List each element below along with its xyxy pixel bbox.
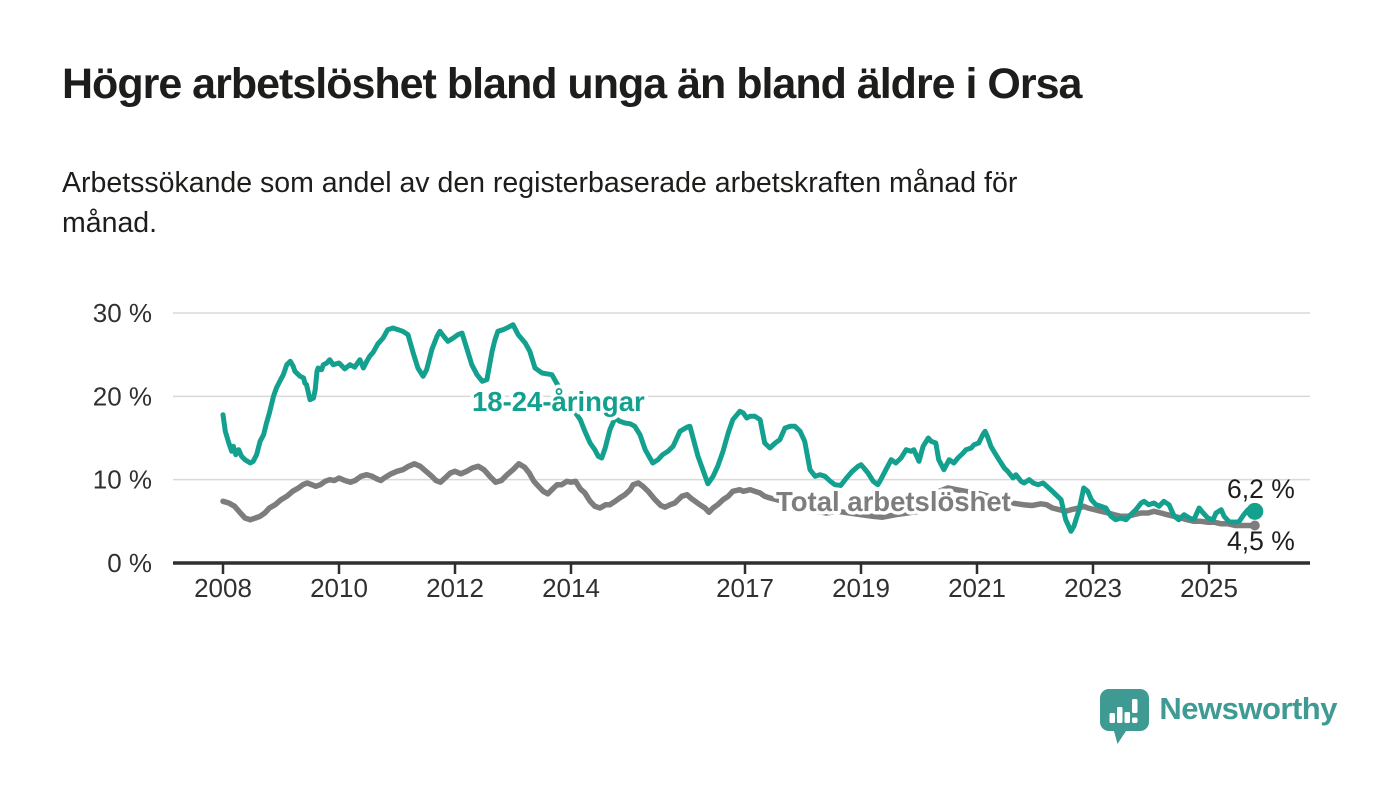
page-title: Högre arbetslöshet bland unga än bland ä… bbox=[62, 60, 1082, 108]
end-value-label-youth: 6,2 % bbox=[1227, 474, 1295, 504]
x-axis-tick-label: 2021 bbox=[948, 573, 1006, 603]
x-axis-tick-label: 2023 bbox=[1064, 573, 1122, 603]
y-axis-tick-label: 20 % bbox=[93, 381, 152, 411]
chart-subtitle-line-2: månad. bbox=[62, 207, 158, 239]
x-axis-tick-label: 2017 bbox=[716, 573, 774, 603]
x-axis-tick-label: 2025 bbox=[1180, 573, 1238, 603]
series-label-total: Total arbetslöshet bbox=[776, 486, 1011, 517]
y-axis-tick-label: 0 % bbox=[107, 548, 152, 578]
x-axis-tick-label: 2008 bbox=[194, 573, 252, 603]
newsworthy-logo-text: Newsworthy bbox=[1159, 691, 1337, 726]
newsworthy-logo: Newsworthy bbox=[1100, 688, 1337, 746]
series-line-total bbox=[220, 461, 1258, 529]
x-axis-tick-label: 2019 bbox=[832, 573, 890, 603]
x-axis-tick-label: 2010 bbox=[310, 573, 368, 603]
x-axis-tick-label: 2014 bbox=[542, 573, 600, 603]
series-end-dot-total bbox=[1249, 520, 1260, 531]
series-end-dot-youth bbox=[1246, 502, 1264, 520]
end-value-label-total: 4,5 % bbox=[1227, 526, 1295, 556]
series-label-youth: 18-24-åringar bbox=[472, 386, 645, 417]
x-axis-tick-label: 2012 bbox=[426, 573, 484, 603]
chart-subtitle: Arbetssökande som andel av den registerb… bbox=[62, 163, 1017, 243]
logo-bar-chart-glyph bbox=[1109, 699, 1138, 723]
series-line-youth bbox=[220, 322, 1258, 534]
y-axis-tick-label: 10 % bbox=[93, 465, 152, 495]
chart-subtitle-line-1: Arbetssökande som andel av den registerb… bbox=[62, 167, 1018, 199]
newsworthy-logo-icon bbox=[1100, 689, 1150, 744]
y-axis-tick-label: 30 % bbox=[93, 298, 152, 328]
